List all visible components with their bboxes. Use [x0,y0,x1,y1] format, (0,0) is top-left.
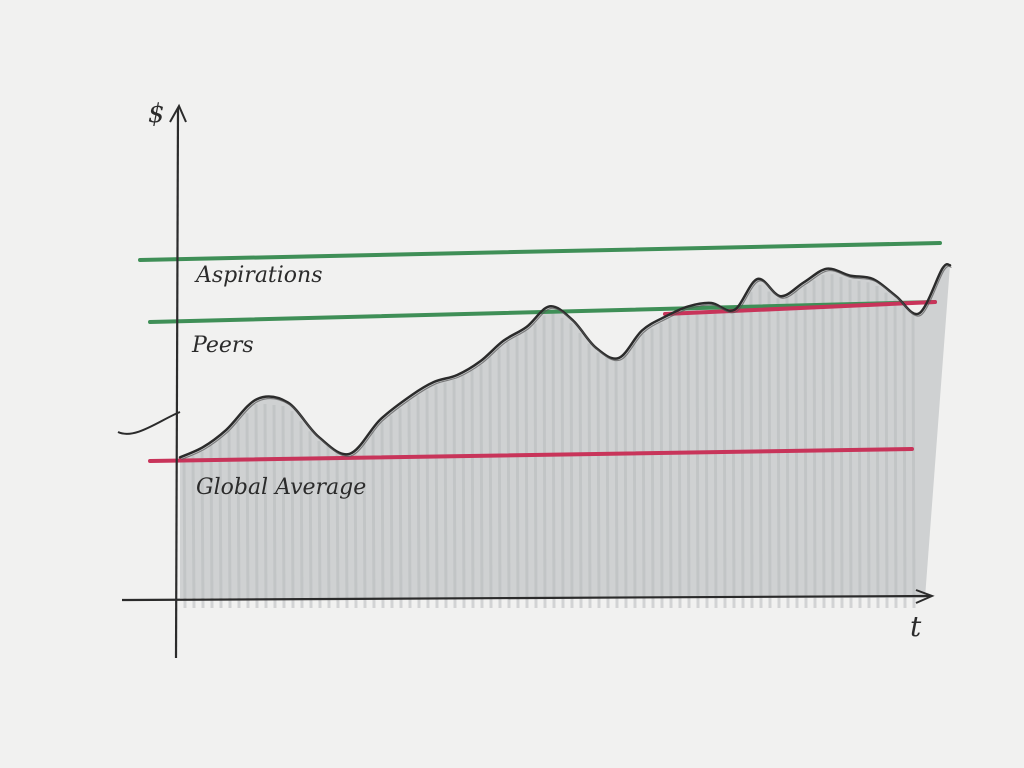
hatch-stroke [335,451,340,609]
series-lead-in [117,411,181,435]
x-axis-arrow [915,589,935,604]
x-axis-label: t [910,610,922,643]
hatch-stroke [506,342,511,609]
y-axis-label: $ [148,99,165,129]
hatch-stroke [911,312,916,609]
hatch-stroke [272,404,277,609]
hatch-stroke [740,303,745,609]
hatch-stroke [902,306,907,609]
hatch-stroke [362,441,367,609]
hatch-stroke [353,451,358,609]
hatch-stroke [245,413,250,609]
hatch-stroke [578,332,583,609]
aspirations-label: Aspirations [194,263,323,288]
hatch-stroke [317,441,322,609]
hatch-stroke [497,348,502,609]
hatch-stroke [380,422,385,609]
global-average-label: Global Average [196,475,366,500]
y-axis [174,107,180,659]
hatch-stroke [461,375,466,609]
hatch-stroke [686,310,691,609]
hatch-stroke [803,285,808,609]
hatch-stroke [614,360,619,609]
hatch-stroke [389,415,394,609]
hatch-stroke [533,323,538,609]
hatch-stroke [551,312,556,609]
hatch-stroke [830,274,835,609]
hatch-stroke [893,299,898,609]
aspirations-line [138,241,942,262]
series-line-shadow [181,265,952,460]
hatch-stroke [722,310,727,609]
hatch-stroke [182,459,187,609]
hatch-stroke [209,445,214,609]
hatch-stroke [308,431,313,609]
hatch-stroke [371,431,376,609]
hatch-stroke [677,314,682,609]
hatch-stroke [425,390,430,609]
hatch-stroke [857,280,862,609]
peers-line-red-segment [663,300,937,316]
x-axis [121,594,931,602]
hatch-stroke [290,411,295,609]
hatch-stroke [596,352,601,609]
area-hatching [182,274,916,609]
hatch-stroke [776,298,781,609]
hatch-stroke [218,438,223,609]
hatch-stroke [731,313,736,609]
hatch-stroke [524,331,529,609]
y-axis-arrow [169,103,187,123]
hatch-stroke [605,356,610,609]
hatch-stroke [263,403,268,609]
global-average-line [148,447,914,463]
hatch-stroke [650,328,655,609]
hatch-stroke [668,318,673,609]
hatch-stroke [254,404,259,609]
hatch-stroke [713,308,718,609]
hatch-stroke [299,421,304,609]
hatch-stroke [488,356,493,609]
hatch-stroke [560,317,565,609]
hatch-stroke [569,323,574,609]
hatch-stroke [812,280,817,609]
hatch-stroke [542,315,547,609]
hatch-stroke [587,343,592,609]
hatch-stroke [470,370,475,609]
hatch-stroke [659,323,664,609]
hatch-stroke [227,431,232,609]
hatch-stroke [416,395,421,609]
hatch-stroke [236,422,241,609]
hatch-stroke [191,455,196,609]
hatch-stroke [866,282,871,609]
hatch-stroke [407,401,412,609]
hatch-stroke [326,446,331,609]
hatch-stroke [641,333,646,609]
hatch-stroke [479,364,484,609]
hatch-stroke [704,307,709,609]
hatch-stroke [398,408,403,609]
hatch-stroke [695,309,700,609]
hatch-stroke [200,451,205,609]
hatch-stroke [848,279,853,609]
hatch-stroke [623,354,628,609]
peers-label: Peers [191,333,254,358]
hatch-stroke [434,385,439,609]
hatch-stroke [344,456,349,609]
hatch-stroke [875,285,880,609]
hatch-stroke [452,379,457,609]
hatch-stroke [443,382,448,609]
hatch-stroke [632,343,637,609]
hatch-stroke [281,405,286,609]
hatch-stroke [839,276,844,609]
hatch-stroke [821,274,826,609]
hatch-stroke [515,336,520,609]
hatch-stroke [758,284,763,609]
